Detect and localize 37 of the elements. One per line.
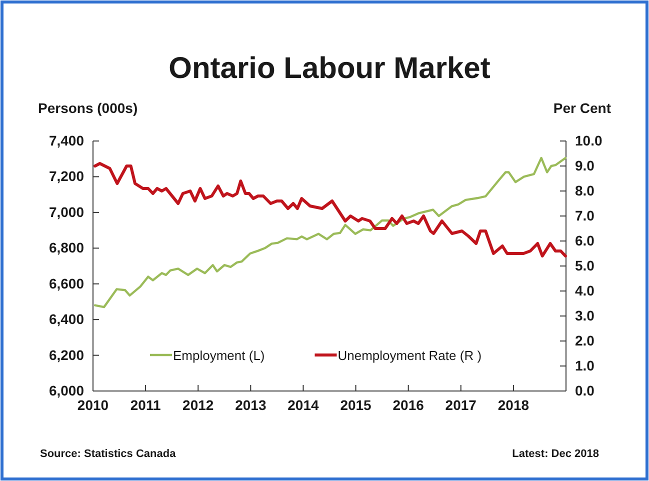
y2-tick-label: 4.0 xyxy=(575,282,595,298)
x-tick-label: 2010 xyxy=(77,396,109,413)
x-tick-label: 2012 xyxy=(182,396,214,413)
y2-tick-label: 7.0 xyxy=(575,207,595,224)
y-tick-label: 6,400 xyxy=(48,311,84,328)
x-tick-label: 2014 xyxy=(288,396,320,413)
y-axis-title: Persons (000s) xyxy=(38,100,138,116)
line-series xyxy=(94,162,567,258)
x-tick-label: 2011 xyxy=(130,396,161,413)
y-tick-label: 7,200 xyxy=(48,168,84,184)
y-tick-label: 7,000 xyxy=(48,204,84,220)
y2-axis-title: Per Cent xyxy=(553,100,612,116)
source-note: Source: Statistics Canada xyxy=(40,448,177,460)
x-tick-label: 2018 xyxy=(498,396,530,413)
y2-tick-label: 6.0 xyxy=(575,232,595,248)
y-tick-label: 6,600 xyxy=(48,275,84,292)
y-tick-label: 7,400 xyxy=(48,132,84,148)
y2-tick-label: 9.0 xyxy=(575,157,595,174)
line-series xyxy=(94,156,567,308)
x-tick-label: 2016 xyxy=(392,396,424,413)
x-tick-label: 2017 xyxy=(445,396,477,413)
y2-tick-label: 5.0 xyxy=(575,257,595,274)
legend-label: Unemployment Rate (R ) xyxy=(338,348,482,363)
legend-label: Employment (L) xyxy=(173,348,265,363)
y2-tick-label: 2.0 xyxy=(575,332,595,348)
y2-tick-label: 10.0 xyxy=(575,132,602,148)
y-tick-label: 6,800 xyxy=(48,240,84,256)
y-tick-label: 6,000 xyxy=(48,382,84,398)
y2-tick-label: 1.0 xyxy=(575,357,595,374)
text: Latest: Dec 2018 xyxy=(512,448,599,460)
x-tick-label: 2013 xyxy=(235,396,266,413)
y-tick-label: 6,200 xyxy=(48,346,84,363)
y2-tick-label: 0.0 xyxy=(575,382,595,398)
chart-title: Ontario Labour Market xyxy=(168,52,490,85)
y2-tick-label: 8.0 xyxy=(575,182,595,198)
x-tick-label: 2015 xyxy=(340,396,372,413)
y2-tick-label: 3.0 xyxy=(575,307,595,324)
